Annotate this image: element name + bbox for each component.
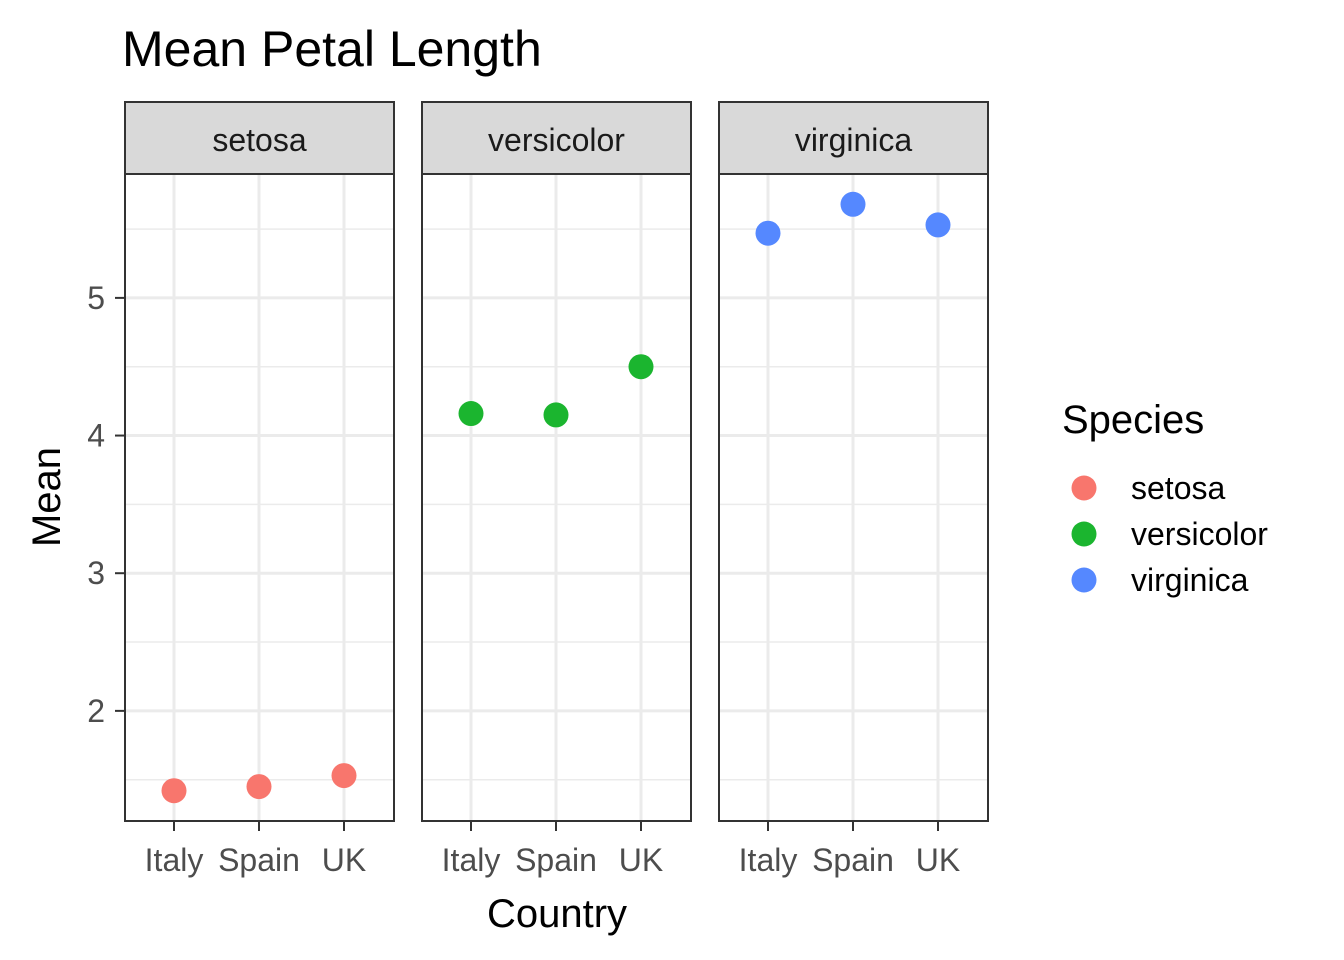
- strip-setosa: [124, 101, 395, 175]
- strip-versicolor: [421, 101, 692, 175]
- y-tick-label: 4: [87, 418, 105, 454]
- strip-virginica: [718, 101, 989, 175]
- legend-label-setosa: setosa: [1131, 470, 1225, 506]
- y-tick-label: 3: [87, 555, 105, 591]
- y-axis-title: Mean: [25, 447, 69, 547]
- legend-label-versicolor: versicolor: [1131, 516, 1268, 552]
- facet-panel-setosa: setosa Italy Spain UK: [124, 101, 395, 878]
- legend-key-virginica: [1071, 567, 1097, 593]
- y-tick-label: 2: [87, 693, 105, 729]
- x-tick-label: UK: [916, 842, 960, 878]
- x-tick-label: Italy: [442, 842, 501, 878]
- x-tick-label: Italy: [739, 842, 798, 878]
- strip-label-setosa: setosa: [212, 122, 306, 158]
- x-tick-label: Spain: [812, 842, 894, 878]
- x-axis-title: Country: [487, 892, 627, 936]
- point-versicolor-uk: [628, 354, 654, 380]
- y-axis: 2 3 4 5: [87, 280, 125, 729]
- point-setosa-italy: [161, 778, 187, 804]
- point-virginica-uk: [925, 212, 951, 238]
- legend-key-versicolor: [1071, 521, 1097, 547]
- y-tick-label: 5: [87, 280, 105, 316]
- strip-label-versicolor: versicolor: [488, 122, 625, 158]
- point-virginica-spain: [840, 191, 866, 217]
- legend-key-setosa: [1071, 475, 1097, 501]
- legend-items: setosa versicolor virginica: [1071, 470, 1268, 598]
- legend-label-virginica: virginica: [1131, 562, 1249, 598]
- point-versicolor-spain: [543, 402, 569, 428]
- x-tick-label: Spain: [218, 842, 300, 878]
- point-setosa-spain: [246, 774, 272, 800]
- x-tick-label: Spain: [515, 842, 597, 878]
- strip-label-virginica: virginica: [795, 122, 913, 158]
- x-tick-label: Italy: [145, 842, 204, 878]
- facet-panel-versicolor: versicolor Italy Spain UK: [421, 101, 692, 878]
- facet-panels: setosa Italy Spain UK versicolor Italy Spain UK…: [124, 101, 989, 878]
- point-setosa-uk: [331, 763, 357, 789]
- point-virginica-italy: [755, 220, 781, 246]
- legend: Species setosa versicolor virginica: [1062, 398, 1268, 598]
- x-tick-label: UK: [322, 842, 366, 878]
- facet-panel-virginica: virginica Italy Spain UK: [718, 101, 989, 878]
- legend-title: Species: [1062, 398, 1204, 442]
- x-tick-label: UK: [619, 842, 663, 878]
- chart-title: Mean Petal Length: [122, 21, 542, 77]
- point-versicolor-italy: [458, 401, 484, 427]
